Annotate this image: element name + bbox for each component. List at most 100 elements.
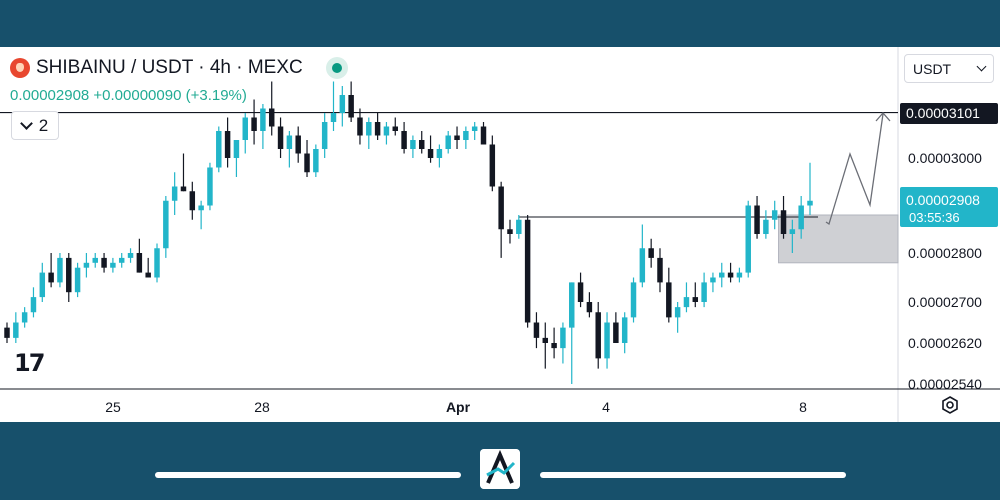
candle-body bbox=[427, 149, 434, 158]
chevron-down-icon bbox=[976, 61, 987, 72]
candle-body bbox=[4, 327, 10, 338]
candle-body bbox=[454, 135, 460, 140]
candle-body bbox=[674, 307, 681, 318]
price-tick-label: 0.00002700 bbox=[908, 294, 982, 310]
candle-body bbox=[498, 186, 504, 230]
candle-body bbox=[224, 131, 231, 158]
candle-body bbox=[780, 210, 787, 234]
candle-body bbox=[401, 131, 407, 149]
candle-body bbox=[57, 257, 63, 283]
candle-body bbox=[66, 257, 72, 293]
candle-body bbox=[321, 122, 328, 149]
candle-body bbox=[613, 322, 619, 343]
candle-body bbox=[295, 135, 301, 154]
price-tick-label: 0.00002800 bbox=[908, 245, 982, 261]
app-logo-icon[interactable] bbox=[480, 449, 520, 489]
candle-body bbox=[471, 126, 478, 131]
candle-body bbox=[560, 327, 566, 349]
candle-body bbox=[577, 282, 584, 302]
price-tick-label: 0.00002620 bbox=[908, 335, 982, 351]
currency-select[interactable]: USDT bbox=[904, 54, 994, 83]
candle-body bbox=[516, 219, 522, 234]
candle-body bbox=[136, 253, 143, 273]
support-zone bbox=[778, 214, 899, 264]
candle-body bbox=[507, 229, 513, 234]
candle-body bbox=[392, 126, 398, 131]
shiba-coin-icon bbox=[10, 58, 30, 78]
market-status-icon bbox=[326, 57, 348, 79]
time-tick-label: 8 bbox=[799, 399, 807, 415]
candle-body bbox=[39, 272, 46, 298]
candle-body bbox=[604, 322, 610, 359]
candle-body bbox=[789, 229, 796, 234]
candle-body bbox=[180, 186, 187, 192]
candle-body bbox=[357, 117, 363, 136]
settings-icon[interactable] bbox=[940, 395, 960, 415]
symbol-title: SHIBAINU / USDT · 4h · MEXC bbox=[36, 57, 303, 78]
candle-body bbox=[754, 205, 760, 234]
candle-body bbox=[736, 272, 743, 278]
candle-body bbox=[445, 135, 451, 149]
candle-body bbox=[657, 257, 663, 283]
candle-body bbox=[233, 140, 240, 158]
candle-body bbox=[304, 153, 310, 173]
candle-body bbox=[313, 149, 319, 173]
candlestick-chart[interactable]: 0.00003000 0.00002800 0.00002700 0.00002620… bbox=[0, 47, 1000, 422]
candle-body bbox=[154, 248, 160, 278]
candle-body bbox=[419, 140, 425, 149]
candle-body bbox=[127, 253, 134, 258]
candle-body bbox=[463, 131, 469, 140]
candle-body bbox=[763, 219, 769, 234]
candle-body bbox=[719, 272, 725, 278]
candle-body bbox=[489, 144, 496, 187]
resistance-price-tag bbox=[900, 103, 998, 124]
candle-body bbox=[242, 117, 248, 140]
time-tick-label: 28 bbox=[254, 399, 270, 415]
candle-body bbox=[348, 95, 354, 118]
symbol-header: SHIBAINU / USDT · 4h · MEXC bbox=[10, 57, 303, 79]
candle-body bbox=[339, 95, 346, 113]
candle-body bbox=[260, 108, 266, 131]
candle-body bbox=[268, 108, 275, 127]
candle-body bbox=[171, 186, 178, 201]
candle-body bbox=[551, 343, 557, 349]
candle-body bbox=[683, 297, 690, 308]
tradingview-logo: 17 bbox=[14, 349, 45, 377]
candle-body bbox=[145, 272, 151, 278]
candle-body bbox=[745, 205, 751, 273]
candle-body bbox=[666, 282, 672, 318]
candle-body bbox=[374, 122, 381, 136]
candle-body bbox=[569, 282, 575, 328]
projection-path bbox=[825, 113, 884, 226]
candle-body bbox=[621, 317, 628, 343]
price-change: 0.00002908 +0.00000090 (+3.19%) bbox=[10, 87, 247, 104]
time-tick-label: 4 bbox=[602, 399, 610, 415]
candle-body bbox=[524, 219, 531, 323]
candle-body bbox=[648, 248, 654, 258]
chevron-down-icon bbox=[19, 117, 33, 130]
candle-body bbox=[798, 205, 804, 230]
candle-body bbox=[595, 312, 601, 359]
candle-body bbox=[710, 277, 716, 283]
candle-body bbox=[727, 272, 734, 278]
candle-body bbox=[533, 322, 540, 338]
candle-body bbox=[630, 282, 637, 318]
candle-body bbox=[189, 191, 196, 211]
candle-body bbox=[163, 200, 169, 249]
indicators-toggle-button[interactable]: 2 bbox=[11, 111, 59, 140]
candle-body bbox=[639, 248, 646, 283]
candle-body bbox=[771, 210, 778, 220]
candle-body bbox=[701, 282, 707, 302]
indicator-count: 2 bbox=[38, 115, 49, 135]
candle-body bbox=[83, 262, 90, 268]
candle-body bbox=[48, 272, 54, 283]
candle-body bbox=[198, 205, 204, 211]
candle-body bbox=[436, 149, 443, 158]
candle-body bbox=[30, 297, 37, 313]
chart-frame: 0.00003000 0.00002800 0.00002700 0.00002620… bbox=[0, 47, 1000, 422]
candle-body bbox=[101, 257, 107, 268]
projection-arrowhead bbox=[875, 112, 891, 122]
candle-body bbox=[480, 126, 487, 145]
candle-body bbox=[330, 113, 337, 122]
navigation-bar-right bbox=[540, 472, 846, 478]
